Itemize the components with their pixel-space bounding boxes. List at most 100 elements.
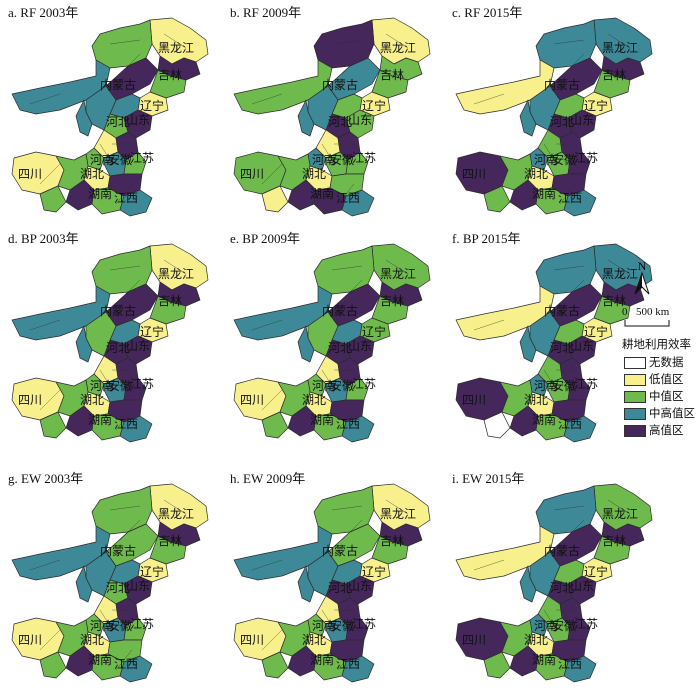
province-label: 四川 (18, 393, 42, 407)
province-label: 吉林 (158, 534, 182, 548)
legend-item-none: 无数据 (624, 354, 684, 369)
province-label: 四川 (462, 393, 486, 407)
province-label: 湖北 (302, 166, 326, 181)
map-region-midhigh (233, 285, 333, 341)
province-label: 江西 (114, 191, 138, 205)
province-label: 湖北 (302, 632, 326, 647)
province-label: 安徽 (552, 152, 576, 167)
province-label: 内蒙古 (544, 543, 580, 558)
province-label: 安徽 (108, 618, 132, 633)
map-panel: a. RF 2003年 黑龙江 内蒙古 吉林 辽宁 河北 山东 河南 安徽 湖北 江苏 四川 湖南 江西 (0, 0, 222, 217)
legend-item-low: 低值区 (624, 371, 684, 386)
county-boundary (331, 505, 363, 511)
province-label: 内蒙古 (544, 303, 580, 318)
province-label: 辽宁 (584, 564, 608, 579)
county-boundary (385, 259, 409, 275)
province-label: 河北 (550, 341, 574, 355)
county-boundary (321, 369, 333, 387)
county-boundary (543, 143, 555, 161)
map-region-none (483, 411, 511, 439)
county-boundary (39, 389, 61, 411)
map-panel: f. BP 2015年 黑龙江 内蒙古 吉林 辽宁 河北 山东 河南 安徽 湖北 江苏 四川 湖南 江西 (444, 226, 666, 443)
province-label: 湖南 (310, 186, 334, 201)
province-label: 内蒙古 (322, 77, 358, 92)
map-panel: d. BP 2003年 黑龙江 内蒙古 吉林 辽宁 河北 山东 河南 安徽 湖北 江苏 四川 湖南 江西 (0, 226, 222, 443)
legend-label: 低值区 (649, 372, 684, 386)
map-region-mid (123, 151, 147, 175)
county-boundary (109, 505, 141, 511)
map-region-mid (345, 151, 369, 175)
province-label: 河北 (106, 341, 130, 355)
province-label: 吉林 (380, 294, 404, 308)
map-region-midhigh (519, 325, 537, 363)
province-label: 辽宁 (140, 324, 164, 339)
map-region-mid (483, 651, 511, 679)
legend-swatch (624, 407, 646, 420)
county-boundary (337, 409, 355, 431)
map-region-midhigh (119, 655, 153, 683)
county-boundary (473, 319, 505, 331)
province-label: 内蒙古 (100, 77, 136, 92)
province-label: 河南 (534, 152, 558, 167)
province-label: 内蒙古 (322, 543, 358, 558)
province-label: 河南 (90, 618, 114, 633)
province-label: 湖北 (80, 632, 104, 647)
province-label: 江西 (558, 657, 582, 671)
province-label: 江苏 (130, 377, 154, 391)
map-region-mid (261, 651, 289, 679)
county-boundary (473, 559, 505, 571)
map-region-midhigh (297, 325, 315, 363)
county-boundary (115, 649, 133, 671)
province-label: 安徽 (552, 378, 576, 393)
province-label: 辽宁 (140, 564, 164, 579)
map-region-midhigh (563, 189, 597, 217)
province-label: 山东 (348, 113, 372, 127)
map-panel: i. EW 2015年 黑龙江 内蒙古 吉林 辽宁 河北 山东 河南 安徽 湖北 江苏 四川 湖南 江西 (444, 466, 666, 683)
province-label: 山东 (348, 339, 372, 353)
legend-label: 无数据 (649, 355, 684, 369)
county-boundary (385, 499, 409, 515)
province-label: 河南 (90, 378, 114, 393)
province-label: 吉林 (380, 68, 404, 82)
map-panel: c. RF 2015年 黑龙江 内蒙古 吉林 辽宁 河北 山东 河南 安徽 湖北 江苏 四川 湖南 江西 (444, 0, 666, 217)
map-region-mid (261, 411, 289, 439)
county-boundary (543, 609, 555, 627)
province-label: 安徽 (108, 378, 132, 393)
map-panel: e. BP 2009年 黑龙江 内蒙古 吉林 辽宁 河北 山东 河南 安徽 湖北 江苏 四川 湖南 江西 (222, 226, 444, 443)
legend-item-high: 高值区 (624, 422, 684, 437)
county-boundary (341, 53, 363, 75)
province-label: 黑龙江 (158, 41, 194, 55)
panel-title: e. BP 2009年 (230, 231, 300, 246)
province-label: 河北 (328, 581, 352, 595)
province-label: 江苏 (130, 151, 154, 165)
county-boundary (39, 629, 61, 651)
province-label: 山东 (126, 113, 150, 127)
panel-title: i. EW 2015年 (452, 471, 525, 486)
province-label: 河北 (106, 581, 130, 595)
county-boundary (261, 389, 283, 411)
province-label: 山东 (126, 579, 150, 593)
map-region-mid (39, 651, 67, 679)
province-label: 江西 (336, 417, 360, 431)
province-label: 黑龙江 (158, 507, 194, 521)
province-label: 湖南 (88, 412, 112, 427)
map-region-midhigh (563, 655, 597, 683)
province-label: 吉林 (158, 294, 182, 308)
north-arrow: N (630, 258, 654, 302)
county-boundary (261, 163, 283, 185)
province-label: 河南 (534, 618, 558, 633)
province-label: 吉林 (602, 294, 626, 308)
province-label: 黑龙江 (158, 267, 194, 281)
province-label: 山东 (348, 579, 372, 593)
province-label: 江苏 (352, 151, 376, 165)
map-panel: b. RF 2009年 黑龙江 内蒙古 吉林 辽宁 河北 山东 河南 安徽 湖北 江苏 四川 湖南 江西 (222, 0, 444, 217)
county-boundary (331, 39, 363, 45)
map-region-midhigh (75, 565, 93, 603)
county-boundary (99, 609, 111, 627)
province-label: 辽宁 (140, 98, 164, 113)
